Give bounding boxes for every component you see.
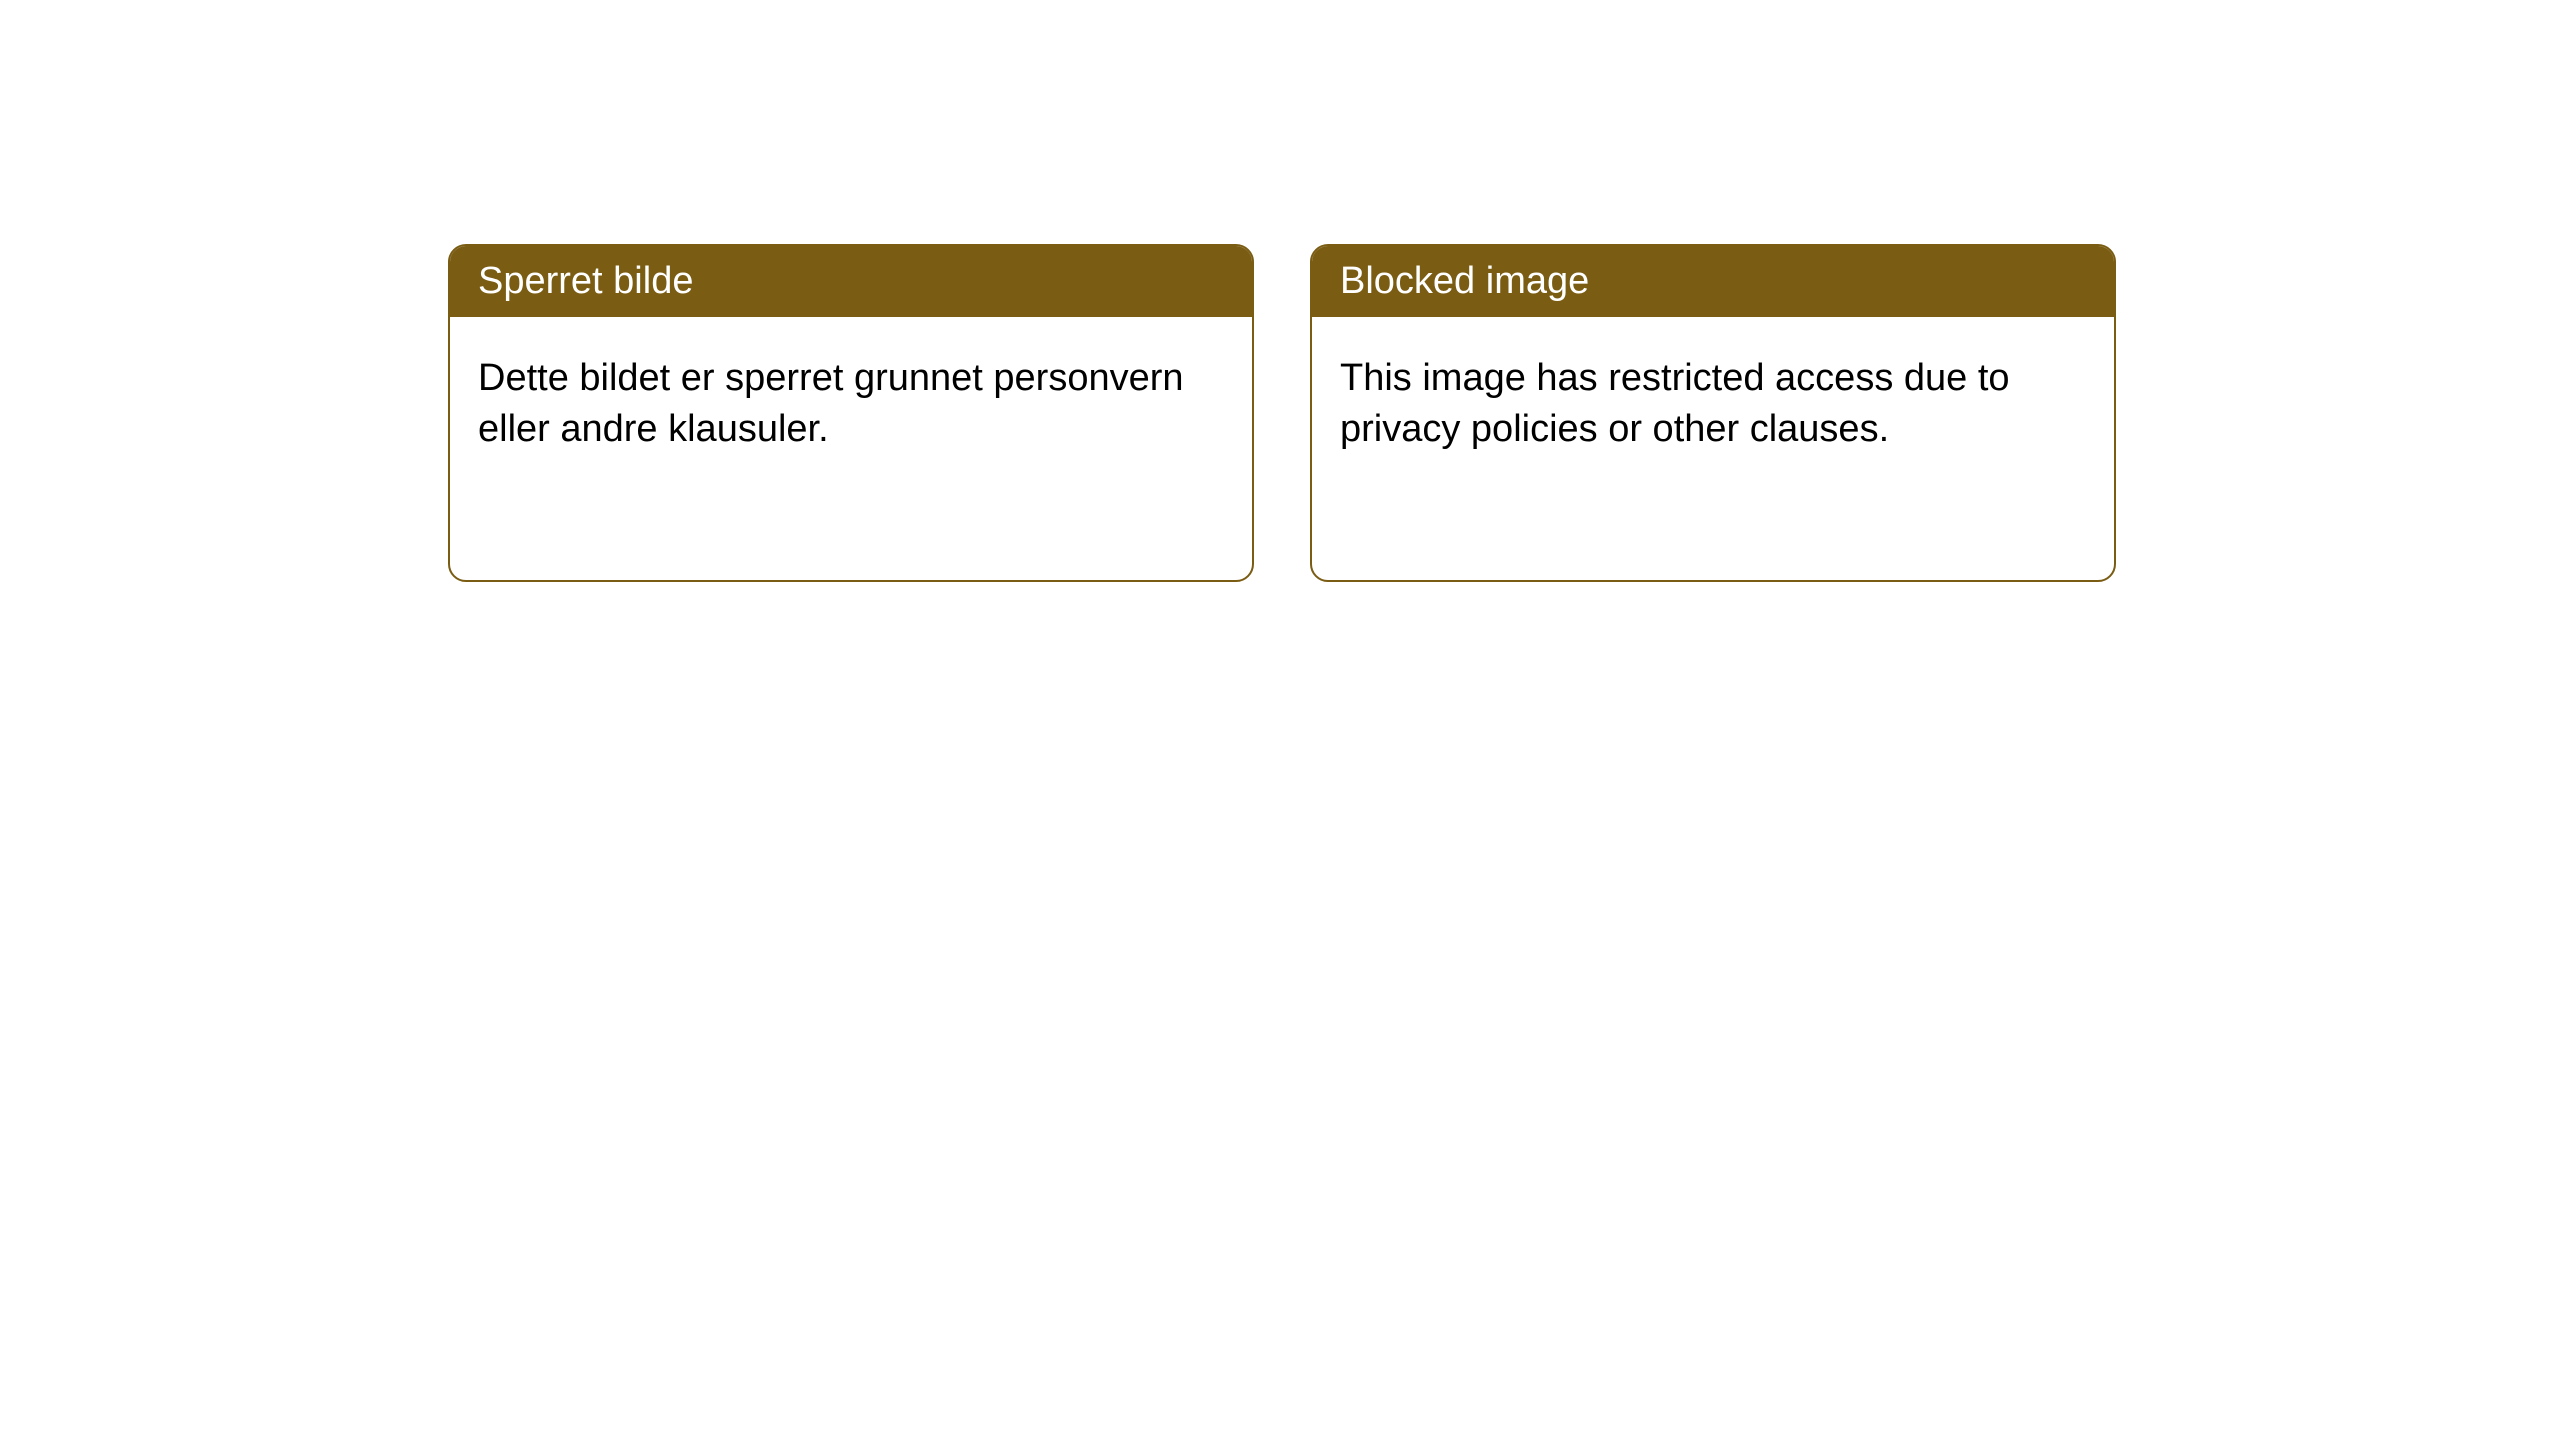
card-body-text: This image has restricted access due to … [1340, 357, 2010, 450]
blocked-image-card-no: Sperret bilde Dette bildet er sperret gr… [448, 244, 1254, 582]
card-body: Dette bildet er sperret grunnet personve… [450, 317, 1252, 492]
blocked-image-card-en: Blocked image This image has restricted … [1310, 244, 2116, 582]
card-body: This image has restricted access due to … [1312, 317, 2114, 492]
card-title: Sperret bilde [478, 260, 693, 302]
card-title: Blocked image [1340, 260, 1589, 302]
card-body-text: Dette bildet er sperret grunnet personve… [478, 357, 1184, 450]
card-header: Sperret bilde [450, 246, 1252, 317]
card-header: Blocked image [1312, 246, 2114, 317]
notice-cards-container: Sperret bilde Dette bildet er sperret gr… [448, 244, 2116, 582]
